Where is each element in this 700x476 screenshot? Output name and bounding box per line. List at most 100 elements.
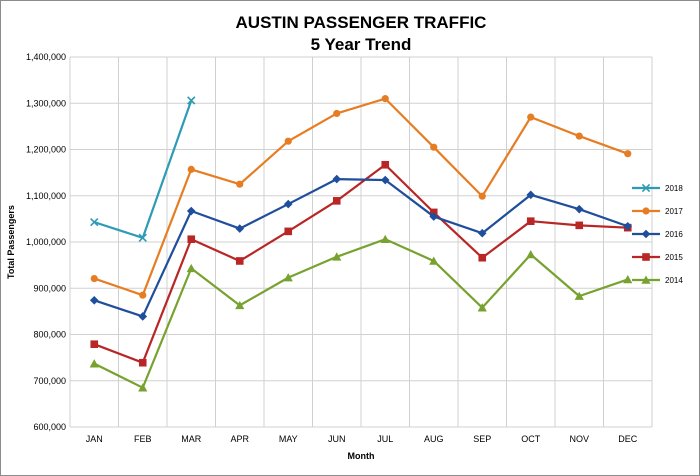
data-point [477,303,487,312]
data-point [235,224,245,233]
data-point [623,274,633,284]
legend-label: 2015 [665,253,683,262]
series-line [93,178,629,318]
data-point [90,274,98,283]
legend-item-2017: 2017 [632,207,683,216]
data-point [332,197,341,205]
series-2017 [90,95,632,299]
data-point [430,143,438,151]
series-line [93,238,629,389]
legend-marker [641,183,651,193]
data-point [89,295,99,305]
y-tick-label: 1,300,000 [26,98,66,108]
x-tick-label: NOV [569,434,589,444]
x-axis-label: Month [348,451,375,461]
data-point [575,221,584,230]
data-point [139,291,147,299]
data-point [380,175,390,185]
data-point [187,235,196,244]
data-point [381,160,390,169]
data-point [477,228,487,238]
legend-item-2018: 2018 [632,183,683,193]
data-point [187,96,196,105]
gridlines [69,56,653,428]
data-point [186,206,196,216]
data-point [138,358,147,367]
x-tick-label: OCT [521,434,541,444]
data-point [527,113,535,121]
x-tick-label: JAN [86,434,103,444]
data-point [235,300,245,310]
legend-marker [642,207,650,215]
chart-subtitle: 5 Year Trend [311,35,412,54]
x-tick-label: DEC [618,434,638,444]
y-tick-label: 1,100,000 [26,191,66,201]
legend-marker [641,229,651,239]
data-point [381,95,389,103]
x-tick-label: APR [230,434,249,444]
data-point [138,383,148,392]
x-tick-label: FEB [134,434,152,444]
data-point [187,165,195,173]
data-point [186,263,196,273]
data-point [90,217,99,227]
legend-label: 2014 [665,276,683,285]
data-point [575,132,583,140]
y-tick-label: 900,000 [33,283,66,293]
x-tick-label: JUN [328,434,346,444]
legend-label: 2018 [665,184,683,193]
data-point [284,137,292,145]
data-point [478,253,487,262]
data-point [283,273,293,282]
series-2014 [89,234,633,392]
y-tick-label: 800,000 [33,330,66,340]
series-2016 [89,174,633,321]
data-point [624,150,632,158]
data-point [526,249,536,259]
x-tick-label: SEP [473,434,491,444]
legend-label: 2017 [665,207,683,216]
y-axis-ticks: 600,000 700,000 800,000 900,000 1,000,000 1,1… [26,52,66,432]
data-point [283,199,293,209]
series-line [93,163,628,364]
series-group [89,95,633,392]
x-tick-label: MAY [279,434,298,444]
data-point [574,204,584,214]
y-tick-label: 700,000 [33,376,66,386]
data-point [89,359,99,368]
data-point [623,221,633,231]
data-point [235,257,244,265]
series-line [93,100,193,239]
data-point [429,212,439,221]
series-line [93,97,629,297]
data-point [236,180,244,188]
y-tick-label: 1,200,000 [26,145,66,155]
data-point [332,174,342,184]
data-point [90,340,99,349]
legend: 2018 2017 2016 2015 2014 [632,183,683,285]
legend-item-2016: 2016 [632,229,683,239]
legend-marker [641,275,651,284]
data-point [478,192,486,200]
data-point [332,252,342,261]
legend-label: 2016 [665,230,683,239]
y-axis-label: Total Passengers [6,205,16,279]
chart-title: AUSTIN PASSENGER TRAFFIC [236,13,487,32]
data-point [429,256,439,265]
y-tick-label: 1,000,000 [26,237,66,247]
data-point [138,312,148,321]
data-point [284,227,293,236]
data-point [574,291,584,300]
data-point [138,233,147,243]
data-point [526,217,535,225]
x-tick-label: MAR [181,434,202,444]
data-point [333,109,341,118]
legend-marker [642,253,650,261]
y-tick-label: 1,400,000 [26,52,66,62]
legend-item-2015: 2015 [632,253,683,262]
x-tick-label: JUL [377,434,393,444]
data-point [526,190,536,200]
data-point [380,234,390,244]
